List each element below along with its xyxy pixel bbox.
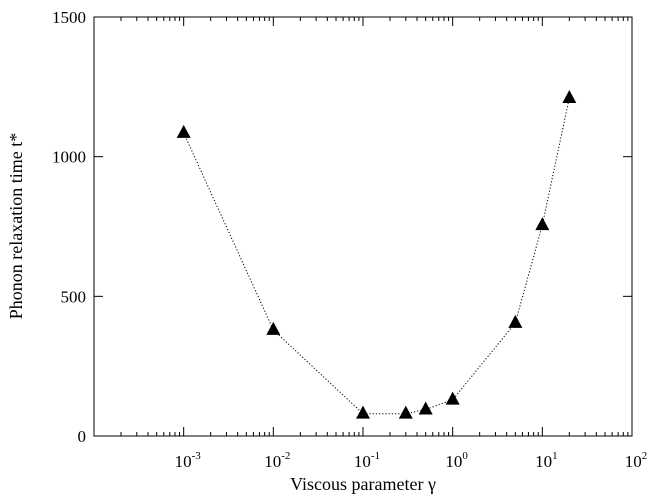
y-tick-label: 500 — [61, 287, 87, 306]
data-point — [356, 405, 370, 419]
x-tick-label-exponent: 0 — [462, 450, 468, 462]
data-point — [398, 405, 413, 419]
y-tick-label: 1500 — [52, 8, 86, 27]
x-tick-label-base: 10 — [264, 452, 281, 471]
plot-frame — [93, 16, 633, 437]
x-tick-label-base: 10 — [535, 452, 552, 471]
x-tick-label: 10-1 — [354, 450, 380, 471]
x-tick-label-base: 10 — [625, 452, 642, 471]
x-tick-label-exponent: -2 — [281, 450, 290, 462]
y-tick-label: 0 — [78, 427, 87, 446]
x-tick-label-exponent: -1 — [371, 450, 380, 462]
data-point — [535, 217, 550, 231]
x-tick-label: 102 — [625, 450, 648, 471]
x-tick-label: 100 — [445, 450, 468, 471]
x-tick-label-exponent: 2 — [642, 450, 648, 462]
x-tick-label: 101 — [535, 450, 558, 471]
x-tick-label: 10-2 — [264, 450, 290, 471]
x-tick-label-exponent: 1 — [552, 450, 558, 462]
data-point — [418, 401, 433, 415]
x-tick-label-exponent: -3 — [192, 450, 202, 462]
data-point — [508, 314, 523, 328]
y-tick-label: 1000 — [52, 148, 86, 167]
x-tick-label-base: 10 — [354, 452, 371, 471]
series-line — [183, 97, 570, 415]
series-layer — [176, 90, 577, 419]
x-axis-ticks: 10-3 10-2 10-1 100 101 102 — [120, 17, 648, 471]
data-point — [445, 391, 460, 405]
y-axis-ticks: 0 500 1000 1500 — [52, 8, 632, 446]
x-tick-label: 10-3 — [175, 450, 202, 471]
data-point — [176, 124, 191, 138]
data-point — [562, 90, 577, 104]
x-axis-label: Viscous parameter γ — [290, 474, 436, 494]
data-point — [266, 321, 281, 335]
y-axis-label: Phonon relaxation time t* — [6, 133, 26, 319]
x-tick-label-base: 10 — [445, 452, 462, 471]
x-tick-label-base: 10 — [175, 452, 192, 471]
